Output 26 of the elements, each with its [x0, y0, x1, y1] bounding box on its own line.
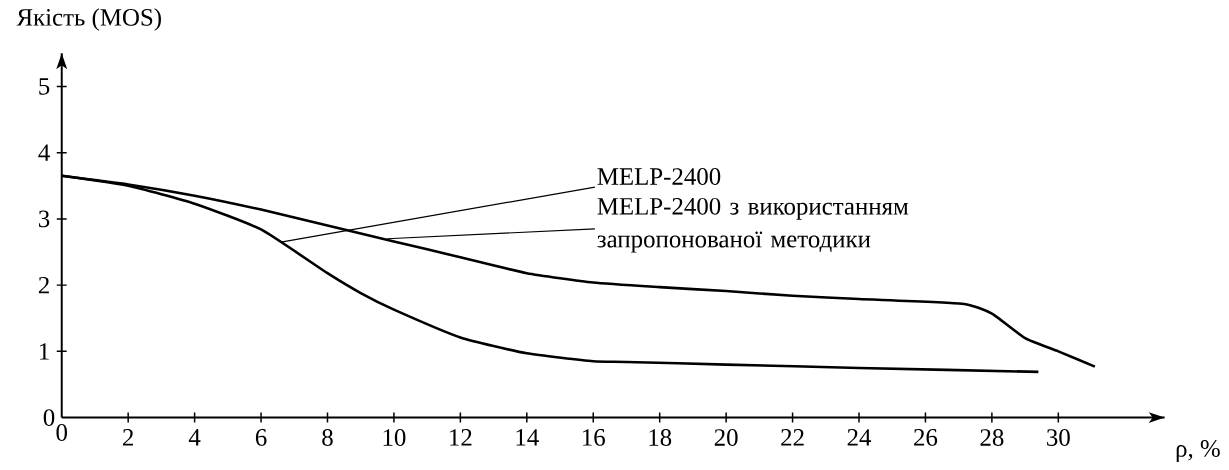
- x-tick-label: 8: [322, 429, 333, 446]
- x-tick-label: 2: [123, 429, 134, 446]
- x-tick-label: 12: [450, 429, 472, 446]
- x-tick-label: 26: [914, 429, 938, 446]
- x-tick-label: 22: [781, 429, 804, 446]
- x-tick-label: 24: [847, 429, 872, 446]
- y-tick-label: 4: [38, 144, 50, 161]
- y-tick-label: 2: [38, 276, 49, 294]
- annotation: MELP-2400 з використанням запропонованої методики: [597, 197, 909, 253]
- y-tick-label: 0: [43, 409, 55, 426]
- y-tick-label: 5: [39, 78, 50, 95]
- y-tick-label: 1: [40, 343, 49, 360]
- x-tick-label: 30: [1047, 429, 1070, 446]
- x-tick-label: 0: [56, 424, 68, 441]
- x-tick-label: 4: [188, 429, 201, 446]
- y-tick-label: 3: [39, 210, 50, 228]
- x-tick-label: 20: [714, 429, 738, 446]
- x-axis-title: ρ, %: [1176, 439, 1220, 462]
- x-tick-label: 14: [516, 429, 539, 446]
- x-tick-label: 10: [383, 429, 406, 446]
- annotation: MELP-2400: [597, 168, 721, 185]
- x-tick-label: 6: [255, 429, 267, 446]
- x-tick-label: 16: [583, 429, 605, 446]
- y-axis-title: Якість (MOS): [16, 8, 161, 31]
- x-tick-label: 28: [980, 429, 1004, 446]
- x-tick-label: 18: [649, 429, 672, 446]
